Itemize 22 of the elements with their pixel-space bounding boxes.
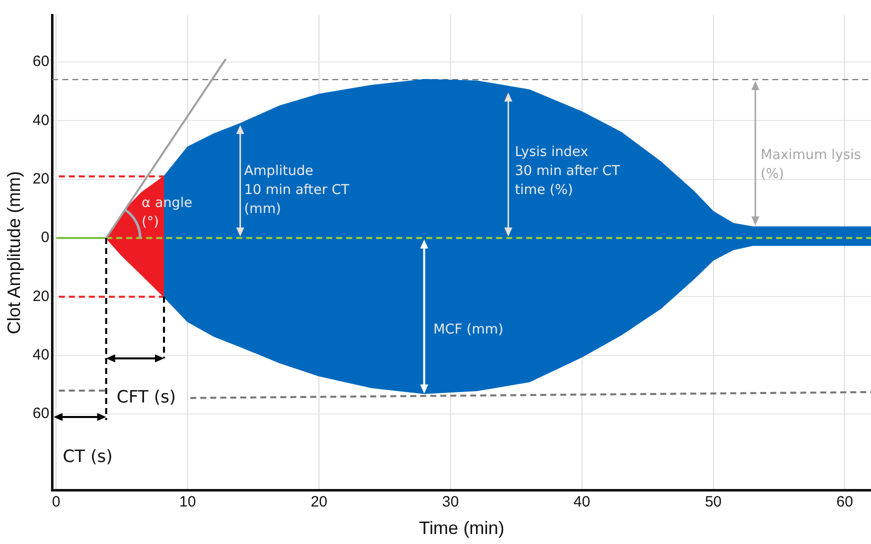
y-tick-label: 40: [32, 112, 50, 129]
y-axis-title: Clot Amplitude (mm): [4, 171, 24, 334]
annotation: CFT (s): [116, 388, 176, 408]
x-tick-label: 60: [836, 494, 854, 511]
y-tick-label: 20: [32, 170, 50, 188]
y-tick-label: 60: [32, 405, 50, 422]
annotation: Lysis index 30 min after CT time (%): [514, 144, 621, 198]
x-tick-label: 20: [310, 494, 328, 511]
y-tick-label: 40: [32, 346, 50, 364]
annotation: Amplitude 10 min after CT (mm): [244, 162, 350, 217]
annotation: Maximum lysis (%): [760, 146, 861, 182]
x-tick-label: 0: [52, 494, 60, 511]
y-tick-label: 0: [40, 229, 50, 246]
x-tick-label: 40: [574, 494, 590, 511]
annotation: MCF (mm): [433, 321, 504, 338]
x-axis-title: Time (min): [418, 518, 504, 538]
y-tick-label: 20: [32, 288, 50, 305]
x-tick-label: 10: [179, 494, 196, 511]
x-tick-label: 30: [442, 494, 459, 511]
annotation: CT (s): [62, 447, 113, 468]
y-tick-label: 60: [32, 53, 50, 70]
x-tick-label: 50: [704, 494, 722, 511]
